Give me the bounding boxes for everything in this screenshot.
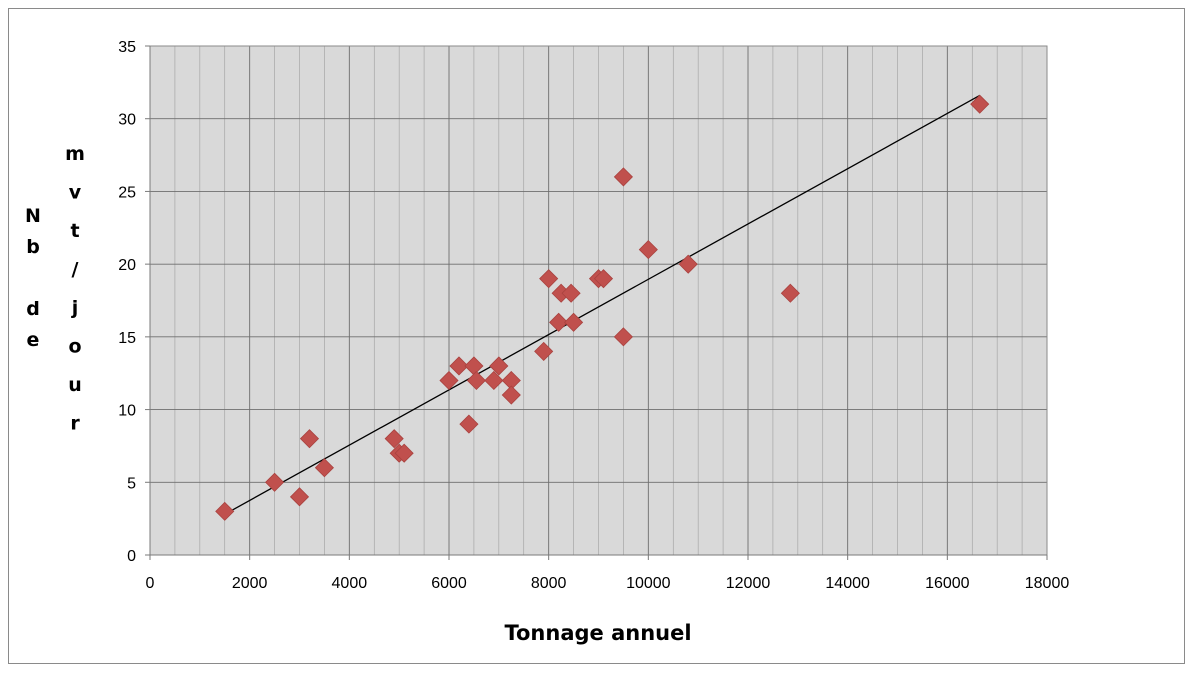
x-tick-label: 2000	[232, 575, 268, 592]
x-tick-label: 6000	[431, 575, 467, 592]
y-axis-label-glyph: /	[72, 259, 79, 281]
data-point	[564, 312, 584, 332]
x-tick-label: 12000	[726, 575, 771, 592]
y-tick-label: 20	[118, 257, 136, 274]
x-tick-label: 4000	[332, 575, 368, 592]
data-point	[394, 443, 414, 463]
data-point	[265, 472, 285, 492]
x-tick-label: 14000	[825, 575, 870, 592]
minor-grid	[174, 46, 1023, 555]
data-points	[215, 94, 990, 521]
x-tick-labels: 0 2000 4000 6000 8000 10000 12000 14000 16000 180…	[146, 555, 1070, 592]
data-point	[489, 356, 509, 376]
data-point	[439, 370, 459, 391]
y-axis-label-glyph: r	[70, 413, 80, 435]
y-tick-label: 35	[118, 39, 136, 56]
x-tick-label: 18000	[1025, 575, 1070, 592]
x-tick-label: 16000	[925, 575, 970, 592]
y-axis-label-glyph: d	[26, 298, 40, 320]
data-point	[299, 429, 320, 449]
data-point	[780, 283, 800, 303]
data-point	[459, 414, 479, 434]
y-tick-label: 10	[118, 403, 136, 420]
axes	[149, 46, 1047, 556]
y-axis-label-glyph: e	[27, 329, 40, 351]
y-tick-label: 30	[118, 112, 136, 129]
data-point	[384, 429, 404, 449]
data-point	[466, 370, 486, 391]
y-axis-label-glyph: t	[70, 220, 79, 242]
y-tick-label: 5	[127, 475, 136, 492]
x-tick-label: 8000	[531, 575, 567, 592]
data-point	[314, 458, 334, 478]
data-point	[534, 341, 554, 361]
y-axis-label-glyph: j	[71, 297, 79, 319]
data-point	[593, 269, 614, 289]
data-point	[289, 487, 310, 507]
y-tick-label: 25	[118, 184, 136, 201]
y-axis-label-glyph: v	[69, 182, 82, 204]
data-point	[501, 385, 521, 405]
y-axis-label-glyph: b	[26, 236, 40, 258]
y-axis-label-glyph: o	[68, 336, 81, 358]
y-axis-label-glyph: m	[65, 143, 85, 165]
x-tick-label: 10000	[626, 575, 671, 592]
y-axis-label-glyph: N	[25, 205, 41, 227]
y-tick-label: 15	[118, 330, 136, 347]
x-axis-label: Tonnage annuel	[504, 621, 691, 645]
data-point	[970, 94, 990, 114]
major-grid	[150, 46, 1047, 555]
y-tick-label: 0	[127, 548, 136, 565]
x-tick-label: 0	[146, 575, 155, 592]
data-point	[678, 254, 698, 274]
data-point	[215, 501, 235, 521]
y-tick-labels: 0 5 10 15 20 25 30 35	[118, 39, 150, 565]
data-point	[539, 269, 559, 289]
data-point	[561, 283, 581, 303]
data-point	[613, 167, 633, 187]
data-point	[484, 370, 504, 391]
data-point	[549, 312, 569, 332]
data-point	[638, 240, 658, 260]
trendline	[224, 94, 981, 515]
data-point	[449, 356, 469, 376]
data-point	[613, 327, 633, 347]
y-axis-label-glyph: u	[68, 374, 82, 396]
